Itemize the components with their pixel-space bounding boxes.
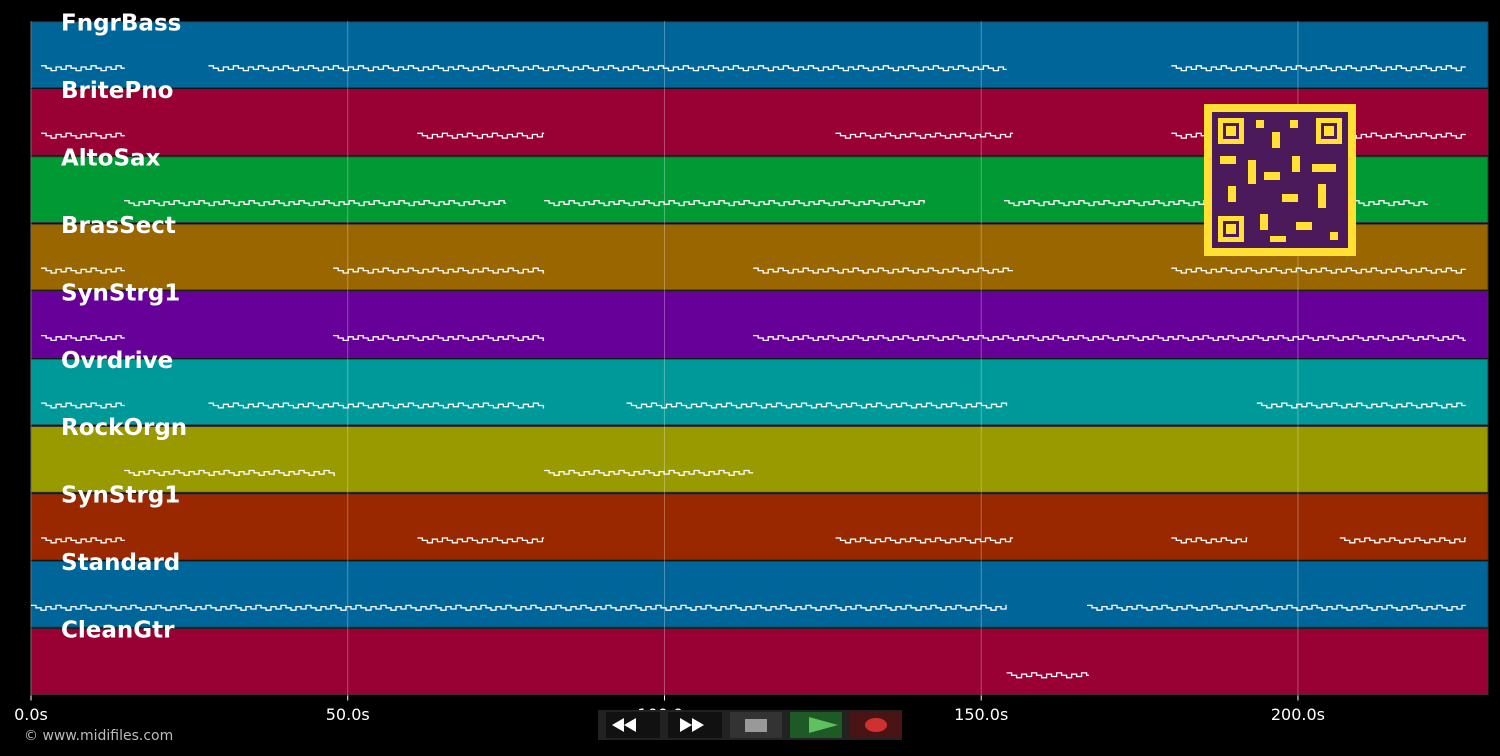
labels: FngrBass BritePno AltoSax BrasSect SynStrg1 O… <box>61 11 187 644</box>
stop-button[interactable] <box>730 712 782 738</box>
x-tick-label: 200.0s <box>1271 705 1325 724</box>
note-phrase <box>41 267 125 274</box>
track-lane <box>30 628 1489 696</box>
track-name: AltoSax <box>61 145 161 171</box>
note-phrase <box>333 334 545 342</box>
note-phrase <box>208 402 545 409</box>
track-lane <box>30 21 1489 89</box>
track-lane <box>30 560 1489 628</box>
notes <box>31 65 1466 679</box>
note-phrase <box>1006 672 1089 679</box>
track-name: RockOrgn <box>61 415 187 441</box>
note-phrase <box>41 334 125 342</box>
track-lane <box>30 493 1489 561</box>
note-phrase <box>1087 604 1466 611</box>
note-phrase <box>1171 65 1466 72</box>
note-phrase <box>753 334 1466 342</box>
track-name: BrasSect <box>61 213 176 239</box>
note-phrase <box>544 469 754 476</box>
forward-button[interactable] <box>668 712 722 738</box>
track-name: SynStrg1 <box>61 483 180 509</box>
track-lane <box>30 426 1489 493</box>
play-button[interactable] <box>790 712 842 738</box>
note-phrase <box>41 537 125 544</box>
note-phrase <box>1171 537 1248 544</box>
note-phrase <box>333 267 545 274</box>
x-tick-label: 50.0s <box>326 705 370 724</box>
track-name: Ovrdrive <box>61 348 173 374</box>
note-phrase <box>753 267 1013 274</box>
track-name: CleanGtr <box>61 618 175 644</box>
note-phrase <box>41 132 125 139</box>
track-name: FngrBass <box>61 11 181 37</box>
x-tick-label: 150.0s <box>954 705 1008 724</box>
track-name: SynStrg1 <box>61 280 180 306</box>
note-phrase <box>835 537 1013 544</box>
note-phrase <box>1339 537 1466 544</box>
track-lane <box>30 358 1489 426</box>
note-phrase <box>417 537 545 544</box>
note-phrase <box>124 469 336 476</box>
note-phrase <box>1171 267 1466 274</box>
note-phrase <box>417 132 545 139</box>
note-phrase <box>835 132 1013 139</box>
footer: © www.midifiles.com <box>24 728 173 744</box>
record-button[interactable] <box>850 712 902 738</box>
note-phrase <box>626 402 1008 409</box>
note-phrase <box>31 604 1007 611</box>
qr-code <box>1204 104 1356 256</box>
transport-controls <box>598 710 902 740</box>
track-lane <box>30 291 1489 358</box>
note-phrase <box>1256 402 1466 409</box>
rewind-button[interactable] <box>606 712 660 738</box>
note-phrase <box>208 65 1007 72</box>
track-name: BritePno <box>61 78 173 104</box>
x-tick-label: 0.0s <box>14 705 48 724</box>
note-phrase <box>41 402 125 409</box>
note-phrase <box>124 200 507 207</box>
note-phrase <box>41 65 125 72</box>
note-phrase <box>544 200 925 207</box>
track-name: Standard <box>61 550 180 576</box>
